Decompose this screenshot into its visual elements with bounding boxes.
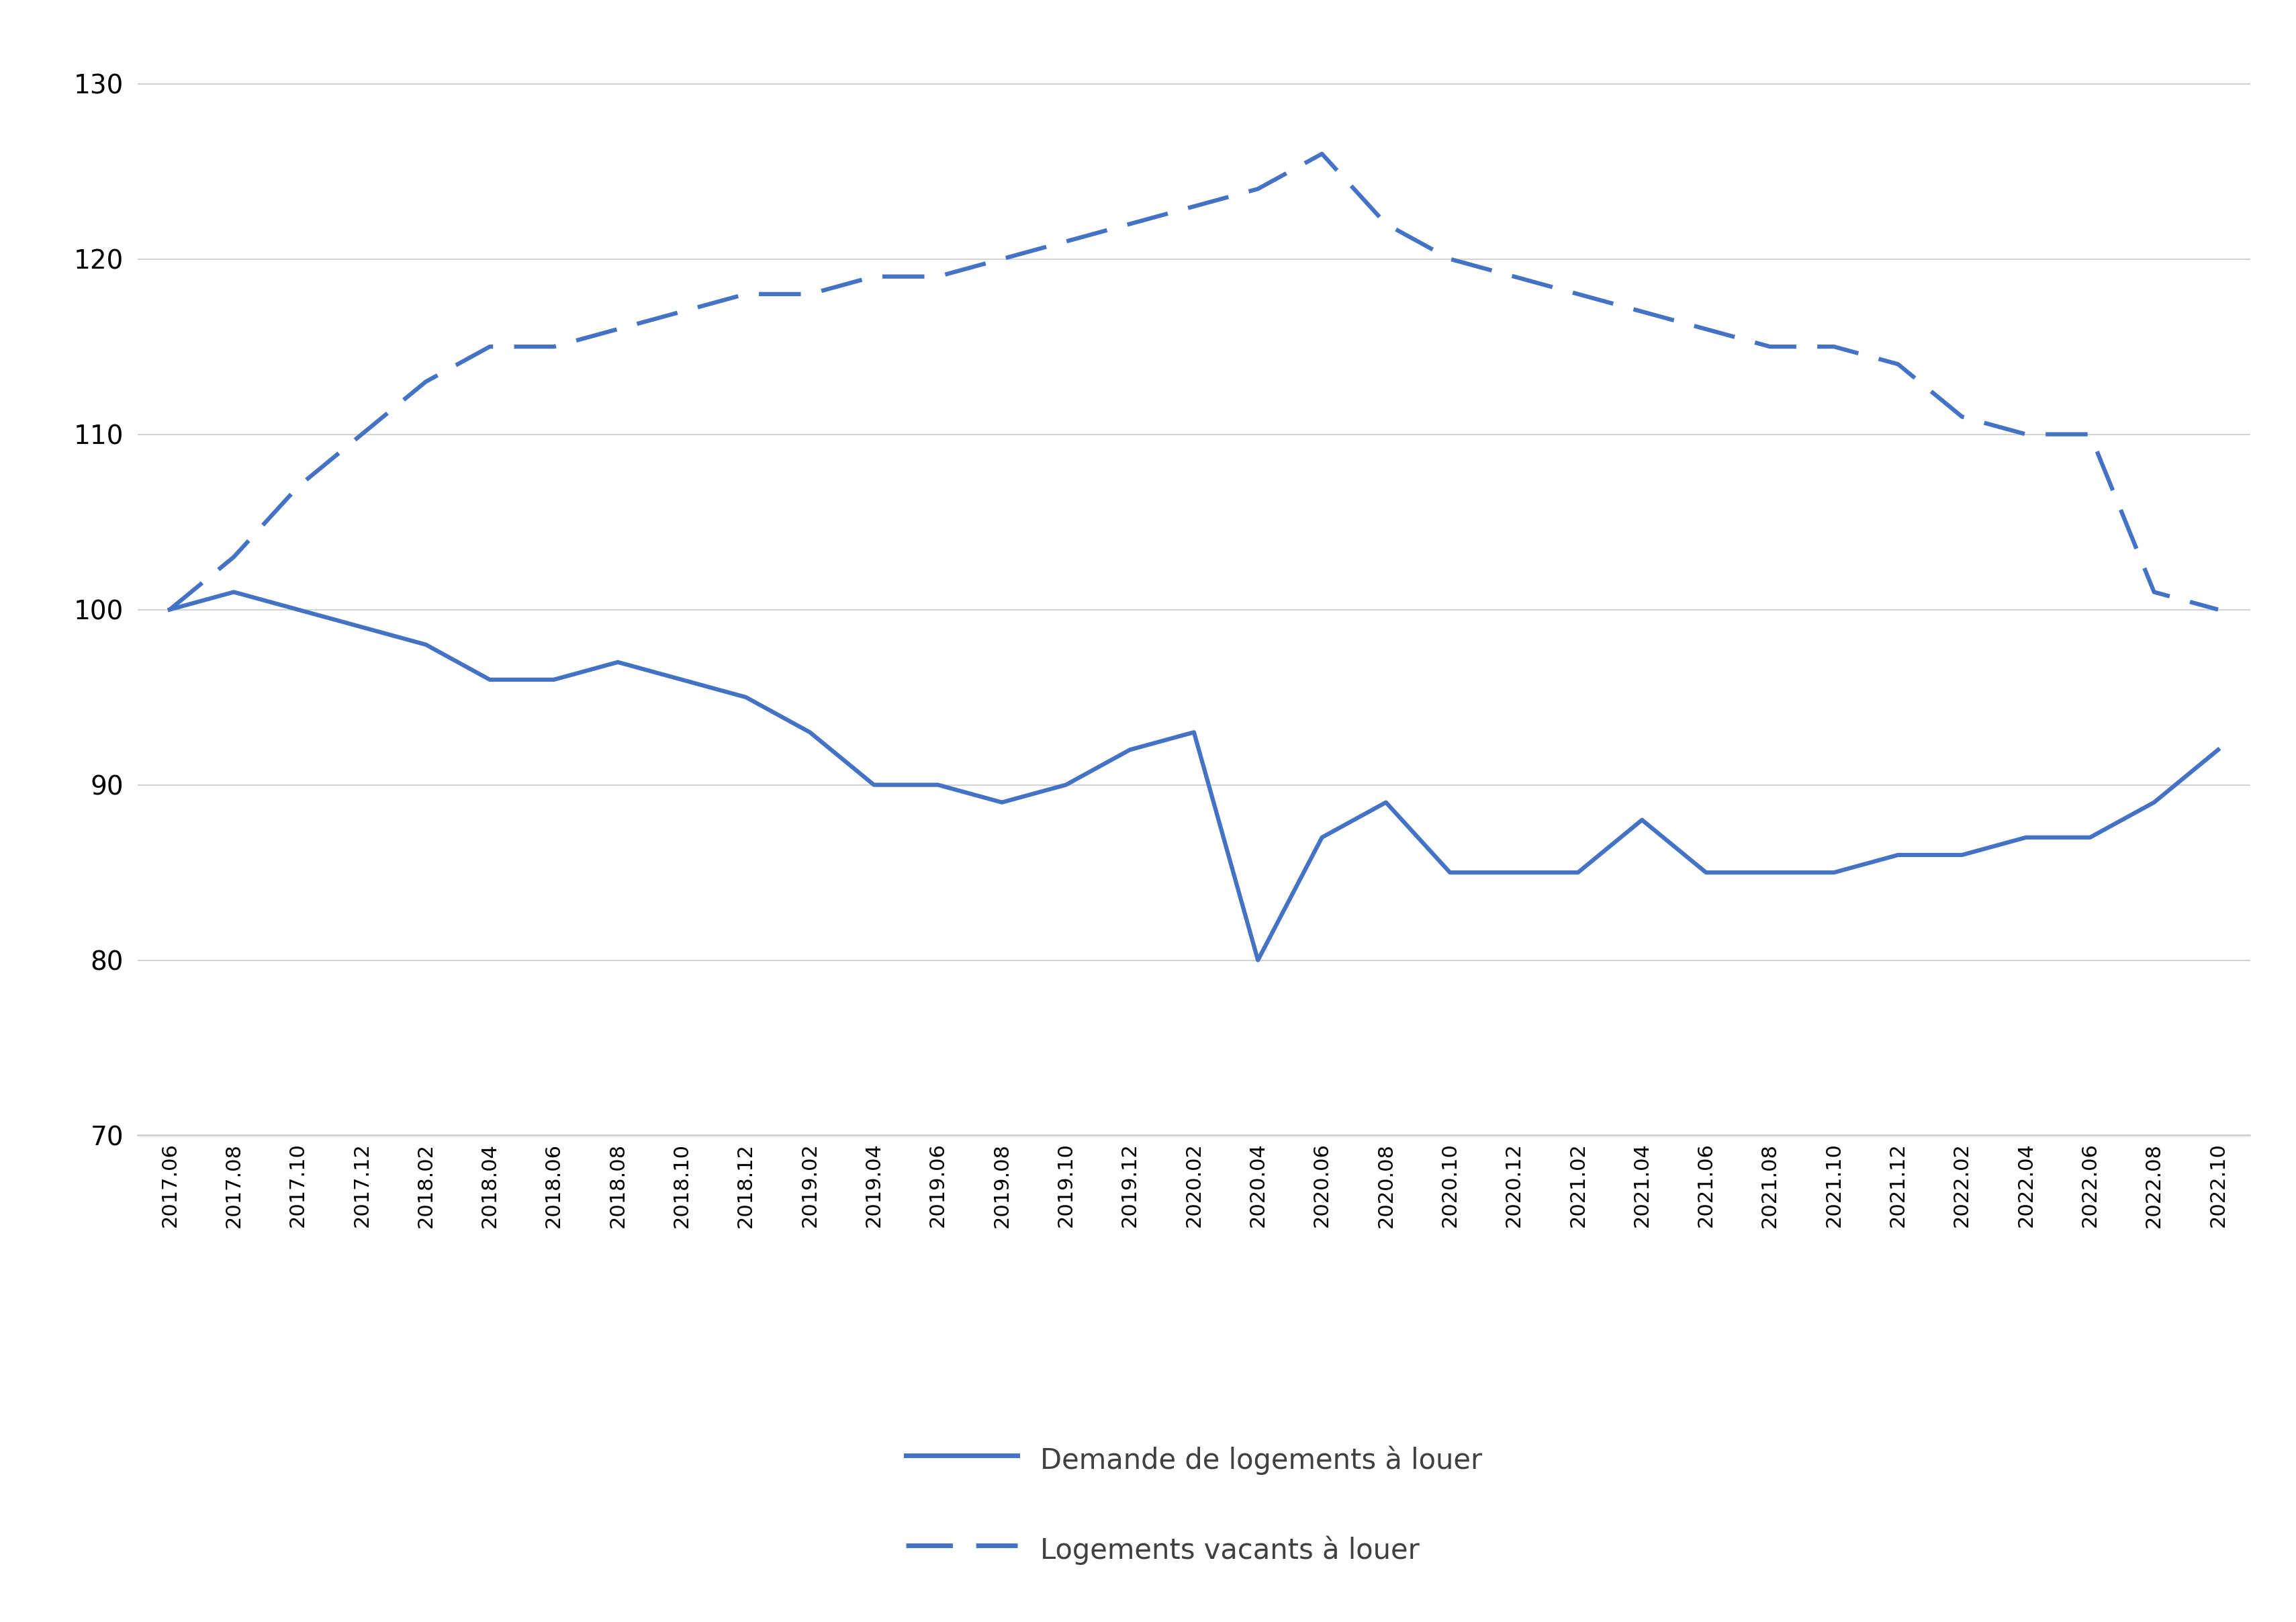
Legend: Demande de logements à louer, Logements vacants à louer: Demande de logements à louer, Logements … (895, 1431, 1492, 1578)
